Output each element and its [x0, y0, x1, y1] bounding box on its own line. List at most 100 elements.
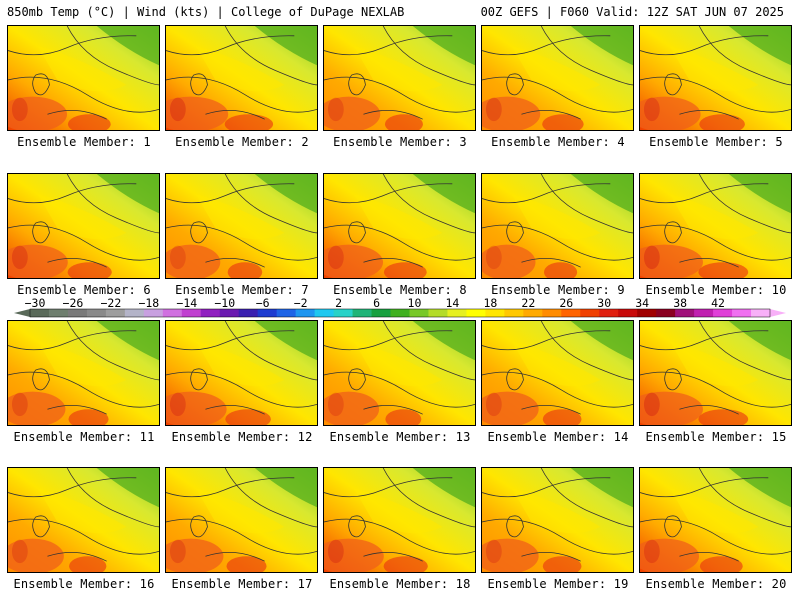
ensemble-member-label: Ensemble Member: 10: [645, 283, 787, 297]
colorbar-tick-label: 22: [521, 296, 536, 310]
colorbar-tick-label: −26: [62, 296, 84, 310]
ensemble-member-label: Ensemble Member: 16: [13, 577, 155, 591]
ensemble-member-label: Ensemble Member: 9: [491, 283, 625, 297]
colorbar-tick-label: −30: [24, 296, 46, 310]
colorbar-swatch: [485, 309, 505, 317]
ensemble-map-12: [165, 320, 318, 426]
ensemble-map-15: [639, 320, 792, 426]
colorbar-max-arrow: [770, 309, 786, 317]
colorbar-swatch: [67, 309, 88, 317]
colorbar-swatch: [105, 309, 126, 317]
temperature-field: [482, 26, 633, 130]
ensemble-map-10: [639, 173, 792, 279]
colorbar-tick-label: −6: [255, 296, 270, 310]
ensemble-member-label: Ensemble Member: 20: [645, 577, 787, 591]
ensemble-member-label: Ensemble Member: 12: [171, 430, 313, 444]
temperature-field: [8, 468, 159, 572]
colorbar-tick-label: −14: [176, 296, 198, 310]
temperature-field: [8, 26, 159, 130]
colorbar-swatch: [618, 309, 638, 317]
colorbar-swatch: [637, 309, 657, 317]
temperature-colorbar: −30 −26 −22 −18 −14 −10 −6 −2 2 6 10 14 18 22 26 30 34 38…: [0, 296, 800, 322]
ensemble-member-label: Ensemble Member: 2: [175, 135, 309, 149]
ensemble-member-label: Ensemble Member: 14: [487, 430, 629, 444]
colorbar-tick-label: 30: [597, 296, 612, 310]
temperature-field: [166, 174, 317, 278]
ensemble-map-2: [165, 25, 318, 131]
temperature-field: [166, 321, 317, 425]
ensemble-member-label: Ensemble Member: 11: [13, 430, 155, 444]
ensemble-member-label: Ensemble Member: 4: [491, 135, 625, 149]
temperature-field: [324, 174, 475, 278]
colorbar-swatch: [751, 309, 771, 317]
temperature-field: [166, 26, 317, 130]
temperature-field: [324, 468, 475, 572]
colorbar-tick-label: −2: [293, 296, 308, 310]
colorbar-swatch: [162, 309, 183, 317]
colorbar-tick-label: 38: [673, 296, 688, 310]
ensemble-member-label: Ensemble Member: 5: [649, 135, 783, 149]
colorbar-graphic: [14, 308, 786, 318]
ensemble-map-6: [7, 173, 160, 279]
ensemble-map-3: [323, 25, 476, 131]
colorbar-swatch: [333, 309, 354, 317]
colorbar-swatch: [675, 309, 695, 317]
ensemble-map-7: [165, 173, 318, 279]
temperature-field: [8, 174, 159, 278]
colorbar-swatch: [428, 309, 448, 317]
colorbar-tick-label: −18: [138, 296, 160, 310]
colorbar-swatch: [295, 309, 316, 317]
ensemble-map-9: [481, 173, 634, 279]
colorbar-swatch: [86, 309, 107, 317]
colorbar-tick-label: 18: [483, 296, 498, 310]
temperature-field: [640, 321, 791, 425]
colorbar-swatch: [371, 309, 392, 317]
ensemble-map-14: [481, 320, 634, 426]
colorbar-swatch: [124, 309, 145, 317]
colorbar-swatch: [257, 309, 278, 317]
temperature-field: [482, 174, 633, 278]
ensemble-member-label: Ensemble Member: 15: [645, 430, 787, 444]
colorbar-tick-label: −10: [214, 296, 236, 310]
ensemble-map-13: [323, 320, 476, 426]
ensemble-map-4: [481, 25, 634, 131]
temperature-field: [324, 321, 475, 425]
ensemble-map-1: [7, 25, 160, 131]
colorbar-swatch: [656, 309, 676, 317]
ensemble-map-16: [7, 467, 160, 573]
ensemble-member-label: Ensemble Member: 3: [333, 135, 467, 149]
colorbar-tick-label: 14: [445, 296, 460, 310]
colorbar-swatch: [561, 309, 581, 317]
colorbar-swatch: [352, 309, 373, 317]
colorbar-swatch: [580, 309, 600, 317]
colorbar-swatch: [30, 309, 50, 317]
colorbar-min-arrow: [14, 309, 30, 317]
colorbar-swatch: [523, 309, 543, 317]
colorbar-swatch: [181, 309, 202, 317]
colorbar-swatch: [542, 309, 562, 317]
temperature-field: [640, 174, 791, 278]
ensemble-map-11: [7, 320, 160, 426]
colorbar-swatch: [713, 309, 733, 317]
colorbar-swatch: [143, 309, 164, 317]
ensemble-member-label: Ensemble Member: 18: [329, 577, 471, 591]
colorbar-swatch: [314, 309, 335, 317]
colorbar-tick-label: 10: [407, 296, 422, 310]
ensemble-map-18: [323, 467, 476, 573]
temperature-field: [482, 321, 633, 425]
temperature-field: [8, 321, 159, 425]
model-run-info: 00Z GEFS | F060 Valid: 12Z SAT JUN 07 20…: [480, 5, 784, 19]
ensemble-member-label: Ensemble Member: 7: [175, 283, 309, 297]
colorbar-tick-label: 2: [335, 296, 343, 310]
colorbar-tick-label: 34: [635, 296, 650, 310]
colorbar-tick-label: 6: [373, 296, 380, 310]
colorbar-tick-label: 26: [559, 296, 574, 310]
colorbar-swatch: [466, 309, 486, 317]
temperature-field: [166, 468, 317, 572]
colorbar-swatch: [219, 309, 240, 317]
colorbar-swatch: [276, 309, 297, 317]
temperature-field: [324, 26, 475, 130]
colorbar-swatch: [694, 309, 714, 317]
ensemble-map-8: [323, 173, 476, 279]
ensemble-member-label: Ensemble Member: 1: [17, 135, 151, 149]
